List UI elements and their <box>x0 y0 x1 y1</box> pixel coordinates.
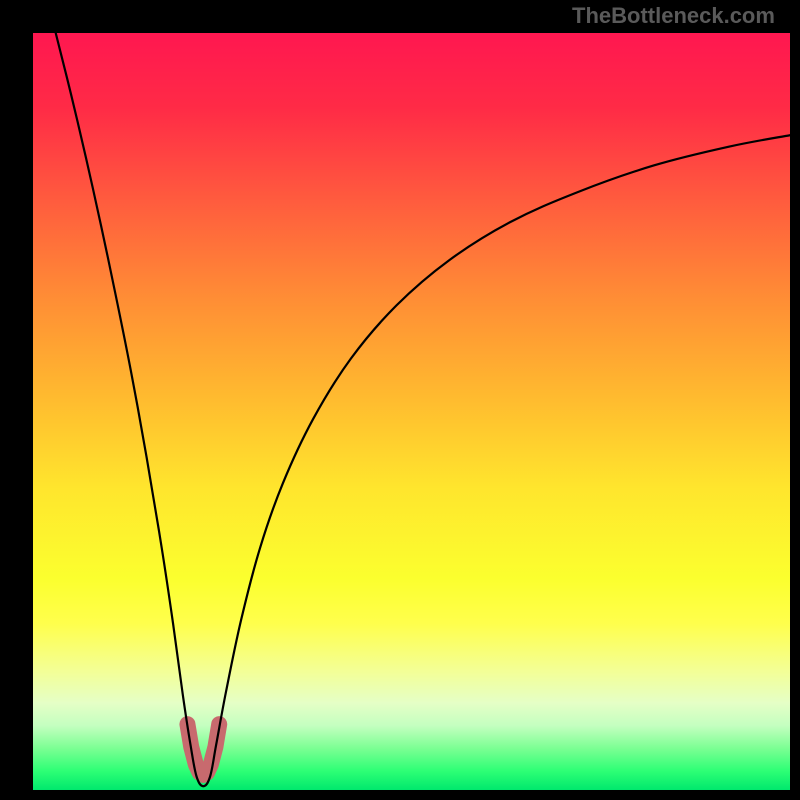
gradient-background <box>33 33 790 790</box>
plot-svg <box>33 33 790 790</box>
watermark-text: TheBottleneck.com <box>572 3 775 29</box>
plot-area <box>33 33 790 790</box>
